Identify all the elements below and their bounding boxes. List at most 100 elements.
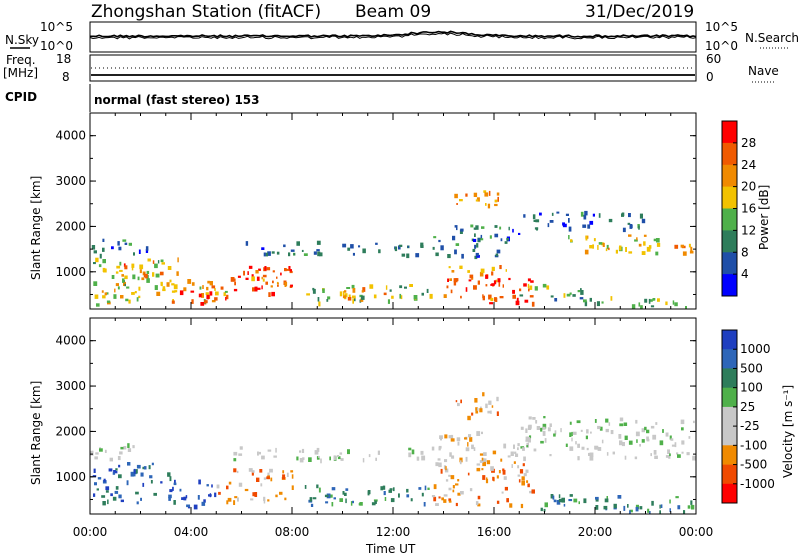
data-cell xyxy=(169,476,172,482)
data-cell xyxy=(214,297,218,301)
data-cell xyxy=(198,293,202,298)
data-cell xyxy=(552,495,555,500)
data-cell xyxy=(544,438,547,443)
data-cell xyxy=(491,266,495,271)
data-cell xyxy=(318,301,321,307)
data-cell xyxy=(473,285,476,288)
data-cell xyxy=(565,443,568,447)
data-cell xyxy=(489,235,492,239)
data-cell xyxy=(155,273,160,278)
nave-bottom-label: 0 xyxy=(706,70,714,84)
data-cell xyxy=(329,456,331,461)
data-cell xyxy=(308,457,312,462)
data-cell xyxy=(344,290,347,293)
data-cell xyxy=(145,246,149,251)
data-cell xyxy=(186,504,190,508)
data-cell xyxy=(317,251,321,257)
data-cell xyxy=(296,456,299,461)
data-cell xyxy=(362,458,365,463)
data-cell xyxy=(517,474,521,477)
data-cell xyxy=(465,456,468,462)
data-cell xyxy=(542,283,547,288)
data-cell xyxy=(448,498,452,502)
data-cell xyxy=(496,475,499,479)
data-cell xyxy=(225,296,227,301)
data-cell xyxy=(485,403,488,409)
data-cell xyxy=(469,274,474,279)
data-cell xyxy=(263,477,267,480)
data-cell xyxy=(118,494,122,499)
data-cell xyxy=(228,481,232,485)
data-cell xyxy=(483,452,487,456)
data-cell xyxy=(440,436,442,441)
data-cell xyxy=(433,236,437,239)
data-cell xyxy=(628,213,631,218)
data-cell xyxy=(447,254,451,259)
data-cell xyxy=(94,456,98,460)
data-cell xyxy=(496,192,500,196)
data-cell xyxy=(267,251,271,256)
data-cell xyxy=(580,211,584,217)
data-cell xyxy=(342,295,347,299)
data-cell xyxy=(584,210,588,216)
data-cell xyxy=(94,294,99,299)
data-cell xyxy=(598,213,601,218)
data-cell xyxy=(572,294,576,297)
data-cell xyxy=(119,269,123,272)
data-cell xyxy=(362,248,366,254)
data-cell xyxy=(492,476,495,481)
data-cell xyxy=(211,300,216,303)
velocity-data-region xyxy=(90,392,696,514)
data-cell xyxy=(358,503,361,506)
data-cell xyxy=(120,295,124,299)
data-cell xyxy=(482,392,485,397)
data-cell xyxy=(113,294,117,299)
data-cell xyxy=(623,422,628,426)
data-cell xyxy=(579,297,584,300)
data-cell xyxy=(659,504,661,509)
data-cell xyxy=(448,435,453,439)
data-cell xyxy=(272,270,275,273)
data-cell xyxy=(93,468,96,473)
data-cell xyxy=(479,460,484,463)
data-cell xyxy=(103,268,107,273)
data-cell xyxy=(495,253,499,257)
data-cell xyxy=(475,407,478,411)
data-cell xyxy=(109,457,113,462)
data-cell xyxy=(360,298,364,302)
data-cell xyxy=(621,442,625,447)
data-cell xyxy=(331,487,336,491)
data-cell xyxy=(346,287,351,289)
data-cell xyxy=(352,299,354,304)
x-tick-label: 00:00 xyxy=(73,525,108,539)
data-cell xyxy=(218,491,221,495)
data-cell xyxy=(682,251,687,256)
data-cell xyxy=(577,443,580,448)
power-colorbar-label: Power [dB] xyxy=(757,185,771,250)
data-cell xyxy=(102,259,106,264)
data-cell xyxy=(495,279,498,283)
data-cell xyxy=(669,499,671,504)
data-cell xyxy=(264,266,267,271)
data-cell xyxy=(648,298,651,304)
data-cell xyxy=(568,499,573,502)
data-cell xyxy=(610,296,613,301)
data-cell xyxy=(360,295,365,300)
data-cell xyxy=(566,293,571,297)
data-cell xyxy=(520,503,524,509)
data-cell xyxy=(157,260,160,264)
data-cell xyxy=(345,498,347,504)
data-cell xyxy=(483,190,487,193)
data-cell xyxy=(508,226,510,231)
nsky-bottom-label: 10^0 xyxy=(40,39,73,53)
data-cell xyxy=(510,451,514,456)
data-cell xyxy=(542,430,546,436)
freq-frame xyxy=(89,54,697,82)
data-cell xyxy=(443,494,448,497)
data-cell xyxy=(532,417,536,420)
cpid-label: CPID xyxy=(5,90,37,104)
data-cell xyxy=(681,451,684,454)
data-cell xyxy=(498,470,501,474)
data-cell xyxy=(350,244,354,249)
data-cell xyxy=(171,300,175,304)
